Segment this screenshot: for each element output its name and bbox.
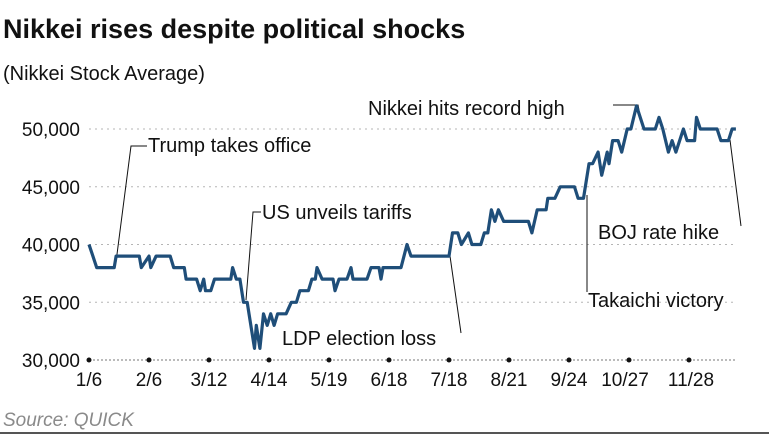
chart-subtitle: (Nikkei Stock Average) bbox=[3, 63, 205, 85]
x-tick-dot bbox=[566, 357, 572, 363]
x-tick-label: 2/6 bbox=[136, 370, 162, 391]
y-tick-label: 40,000 bbox=[22, 236, 80, 257]
leader-line-boj bbox=[729, 139, 742, 227]
source-note: Source: QUICK bbox=[3, 410, 135, 431]
x-tick-label: 6/18 bbox=[371, 370, 408, 391]
x-tick-dot bbox=[386, 357, 392, 363]
leader-line-trump bbox=[115, 145, 147, 263]
x-tick-dot bbox=[266, 357, 272, 363]
annotation-boj-rate-hike: BOJ rate hike bbox=[598, 222, 719, 244]
x-tick-dot bbox=[506, 357, 512, 363]
y-tick-label: 50,000 bbox=[22, 120, 80, 141]
annotation-trump-takes-office: Trump takes office bbox=[148, 135, 311, 157]
y-tick-label: 30,000 bbox=[22, 351, 80, 372]
x-tick-dot bbox=[686, 357, 692, 363]
chart-title: Nikkei rises despite political shocks bbox=[3, 14, 465, 44]
annotation-ldp-election-loss: LDP election loss bbox=[282, 328, 436, 350]
x-tick-dot bbox=[86, 357, 92, 363]
leader-line-tariffs bbox=[245, 211, 261, 301]
x-tick-label: 1/6 bbox=[76, 370, 102, 391]
x-tick-label: 7/18 bbox=[431, 370, 468, 391]
annotation-record-high: Nikkei hits record high bbox=[368, 98, 565, 120]
x-tick-dot bbox=[326, 357, 332, 363]
x-tick-label: 10/27 bbox=[601, 370, 649, 391]
x-tick-dot bbox=[146, 357, 152, 363]
x-tick-label: 5/19 bbox=[311, 370, 348, 391]
x-tick-label: 4/14 bbox=[251, 370, 288, 391]
annotation-takaichi-victory: Takaichi victory bbox=[588, 290, 724, 312]
leader-line-ldp bbox=[449, 255, 462, 334]
x-tick-dot bbox=[626, 357, 632, 363]
y-tick-label: 35,000 bbox=[22, 293, 80, 314]
annotation-us-unveils-tariffs: US unveils tariffs bbox=[262, 202, 412, 224]
series-line bbox=[87, 104, 736, 350]
x-tick-label: 11/28 bbox=[668, 370, 714, 391]
x-tick-label: 3/12 bbox=[191, 370, 228, 391]
x-tick-label: 9/24 bbox=[551, 370, 588, 391]
x-tick-label: 8/21 bbox=[491, 370, 528, 391]
y-tick-label: 45,000 bbox=[22, 178, 80, 199]
x-tick-dot bbox=[446, 357, 452, 363]
x-tick-dot bbox=[206, 357, 212, 363]
